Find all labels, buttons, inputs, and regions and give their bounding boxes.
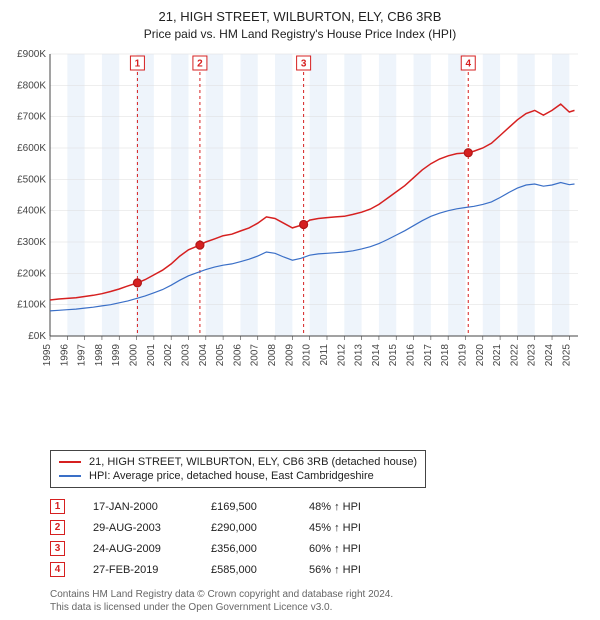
- legend-label: 21, HIGH STREET, WILBURTON, ELY, CB6 3RB…: [89, 456, 417, 468]
- svg-text:2024: 2024: [544, 343, 555, 366]
- svg-text:2013: 2013: [354, 343, 365, 366]
- svg-text:3: 3: [301, 58, 307, 69]
- legend-row: HPI: Average price, detached house, East…: [59, 469, 417, 483]
- svg-text:£800K: £800K: [17, 80, 46, 91]
- svg-text:£100K: £100K: [17, 299, 46, 310]
- svg-text:2008: 2008: [267, 343, 278, 366]
- svg-text:2017: 2017: [423, 343, 434, 366]
- legend-swatch: [59, 475, 81, 477]
- page-container: 21, HIGH STREET, WILBURTON, ELY, CB6 3RB…: [0, 0, 600, 620]
- sale-date: 27-FEB-2019: [93, 564, 183, 576]
- sale-date: 24-AUG-2009: [93, 543, 183, 555]
- svg-text:£300K: £300K: [17, 237, 46, 248]
- svg-text:1: 1: [135, 58, 141, 69]
- sales-table: 1 17-JAN-2000 £169,500 48% ↑ HPI 2 29-AUG-200…: [50, 496, 590, 580]
- svg-text:2020: 2020: [475, 343, 486, 366]
- title-line1: 21, HIGH STREET, WILBURTON, ELY, CB6 3RB: [10, 8, 590, 26]
- svg-text:2019: 2019: [457, 343, 468, 366]
- svg-text:2004: 2004: [198, 343, 209, 366]
- svg-text:2022: 2022: [509, 343, 520, 366]
- sale-pct: 48% ↑ HPI: [309, 501, 399, 513]
- sale-date: 29-AUG-2003: [93, 522, 183, 534]
- svg-text:2002: 2002: [163, 343, 174, 366]
- footer-line2: This data is licensed under the Open Gov…: [50, 601, 590, 614]
- svg-text:2023: 2023: [527, 343, 538, 366]
- footer-line1: Contains HM Land Registry data © Crown c…: [50, 588, 590, 601]
- svg-text:2001: 2001: [146, 343, 157, 366]
- svg-text:2018: 2018: [440, 343, 451, 366]
- svg-text:2005: 2005: [215, 343, 226, 366]
- sales-row: 3 24-AUG-2009 £356,000 60% ↑ HPI: [50, 538, 590, 559]
- svg-text:2010: 2010: [302, 343, 313, 366]
- svg-text:4: 4: [465, 58, 471, 69]
- svg-text:2025: 2025: [561, 343, 572, 366]
- svg-text:2000: 2000: [129, 343, 140, 366]
- sale-marker: 1: [50, 499, 65, 514]
- sale-marker: 2: [50, 520, 65, 535]
- sale-pct: 60% ↑ HPI: [309, 543, 399, 555]
- sale-price: £290,000: [211, 522, 281, 534]
- svg-text:£900K: £900K: [17, 49, 46, 60]
- svg-text:1997: 1997: [77, 343, 88, 366]
- sale-price: £356,000: [211, 543, 281, 555]
- svg-text:£500K: £500K: [17, 174, 46, 185]
- svg-text:2011: 2011: [319, 343, 330, 365]
- svg-text:1998: 1998: [94, 343, 105, 366]
- sales-row: 4 27-FEB-2019 £585,000 56% ↑ HPI: [50, 559, 590, 580]
- svg-text:1995: 1995: [42, 343, 53, 366]
- sale-date: 17-JAN-2000: [93, 501, 183, 513]
- svg-text:2: 2: [197, 58, 203, 69]
- svg-text:£600K: £600K: [17, 143, 46, 154]
- svg-text:2007: 2007: [250, 343, 261, 366]
- sale-price: £169,500: [211, 501, 281, 513]
- svg-text:2006: 2006: [232, 343, 243, 366]
- chart-svg: £0K £100K £200K £300K £400K £500K £600K £700K £8…: [10, 48, 590, 378]
- sales-row: 2 29-AUG-2003 £290,000 45% ↑ HPI: [50, 517, 590, 538]
- svg-text:2015: 2015: [388, 343, 399, 366]
- price-chart: £0K £100K £200K £300K £400K £500K £600K £700K £8…: [10, 48, 590, 444]
- legend-swatch: [59, 461, 81, 463]
- svg-text:£200K: £200K: [17, 268, 46, 279]
- svg-text:£700K: £700K: [17, 111, 46, 122]
- svg-text:£400K: £400K: [17, 205, 46, 216]
- sale-marker: 4: [50, 562, 65, 577]
- svg-text:2014: 2014: [371, 343, 382, 366]
- footer: Contains HM Land Registry data © Crown c…: [50, 588, 590, 614]
- sale-pct: 56% ↑ HPI: [309, 564, 399, 576]
- sale-price: £585,000: [211, 564, 281, 576]
- svg-text:2003: 2003: [180, 343, 191, 366]
- legend-row: 21, HIGH STREET, WILBURTON, ELY, CB6 3RB…: [59, 455, 417, 469]
- svg-text:2009: 2009: [284, 343, 295, 366]
- svg-text:1996: 1996: [59, 343, 70, 366]
- svg-text:2012: 2012: [336, 343, 347, 366]
- svg-text:1999: 1999: [111, 343, 122, 366]
- svg-text:£0K: £0K: [28, 331, 46, 342]
- svg-text:2021: 2021: [492, 343, 503, 366]
- svg-text:2016: 2016: [406, 343, 417, 366]
- legend-label: HPI: Average price, detached house, East…: [89, 470, 374, 482]
- sale-marker: 3: [50, 541, 65, 556]
- sales-row: 1 17-JAN-2000 £169,500 48% ↑ HPI: [50, 496, 590, 517]
- title-line2: Price paid vs. HM Land Registry's House …: [10, 26, 590, 42]
- legend: 21, HIGH STREET, WILBURTON, ELY, CB6 3RB…: [50, 450, 426, 488]
- sale-pct: 45% ↑ HPI: [309, 522, 399, 534]
- title-block: 21, HIGH STREET, WILBURTON, ELY, CB6 3RB…: [10, 8, 590, 42]
